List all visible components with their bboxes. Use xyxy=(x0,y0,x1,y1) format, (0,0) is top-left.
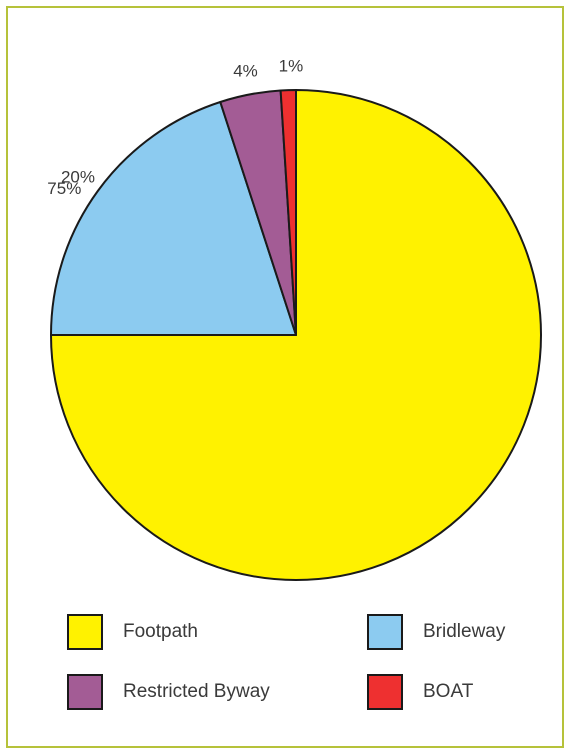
pie-label-bridleway: 20% xyxy=(61,168,95,187)
pie-label-restricted-byway: 4% xyxy=(233,61,258,80)
pie-label-footpath: 75% xyxy=(47,179,81,198)
legend-item-footpath: Footpath xyxy=(67,614,198,650)
legend-label-boat: BOAT xyxy=(423,681,474,702)
pie-slice-boat xyxy=(279,89,297,336)
legend-swatch-boat xyxy=(367,674,403,710)
legend-label-footpath: Footpath xyxy=(123,621,198,642)
pie-label-boat: 1% xyxy=(279,57,304,76)
legend-item-bridleway: Bridleway xyxy=(367,614,505,650)
legend-swatch-restricted-byway xyxy=(67,674,103,710)
legend-label-bridleway: Bridleway xyxy=(423,621,506,642)
pie-slice-footpath xyxy=(50,89,542,581)
legend-item-restricted-byway: Restricted Byway xyxy=(67,674,270,710)
pie-slice-bridleway xyxy=(50,100,297,336)
legend-label-restricted-byway: Restricted Byway xyxy=(123,681,270,702)
legend-swatch-footpath xyxy=(67,614,103,650)
legend-item-boat: BOAT xyxy=(367,674,473,710)
legend-swatch-bridleway xyxy=(367,614,403,650)
